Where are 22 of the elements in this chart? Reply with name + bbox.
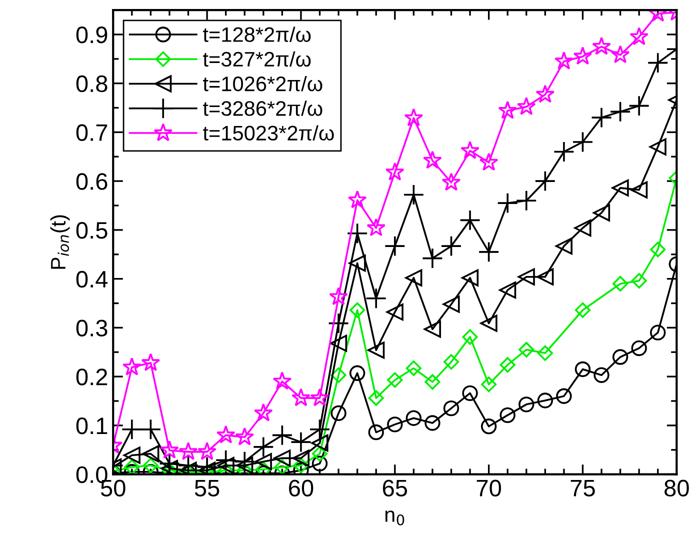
legend-label: t=1026*2π/ω <box>203 76 322 92</box>
y-axis-title: P$_{ion}$(t) <box>50 215 70 269</box>
y-tick-label: 0.4 <box>76 270 108 288</box>
x-tick-label: 75 <box>570 480 595 497</box>
x-tick-label: 65 <box>382 480 408 497</box>
x-tick-label: 80 <box>664 480 689 497</box>
y-tick-label: 0.7 <box>76 124 108 142</box>
legend-label: t=3286*2π/ω <box>203 100 322 116</box>
y-tick-label: 0.1 <box>76 418 108 434</box>
x-tick-label: 70 <box>476 480 502 497</box>
y-tick-label: 0.8 <box>76 75 108 92</box>
y-tick-label: 0.2 <box>76 368 108 386</box>
legend-label: t=327*2π/ω <box>203 51 311 67</box>
y-tick-label: 0.5 <box>76 222 108 239</box>
y-tick-label: 0.9 <box>76 26 108 44</box>
y-tick-label: 0.3 <box>76 320 108 336</box>
x-tick-label: 60 <box>289 480 314 497</box>
legend-label: t=15023*2π/ω <box>203 125 334 141</box>
x-axis-title: n$_{0}$ <box>385 510 404 526</box>
legend-label: t=128*2π/ω <box>203 26 311 42</box>
y-tick-label: 0.6 <box>76 173 108 190</box>
x-tick-label: 55 <box>194 480 220 497</box>
